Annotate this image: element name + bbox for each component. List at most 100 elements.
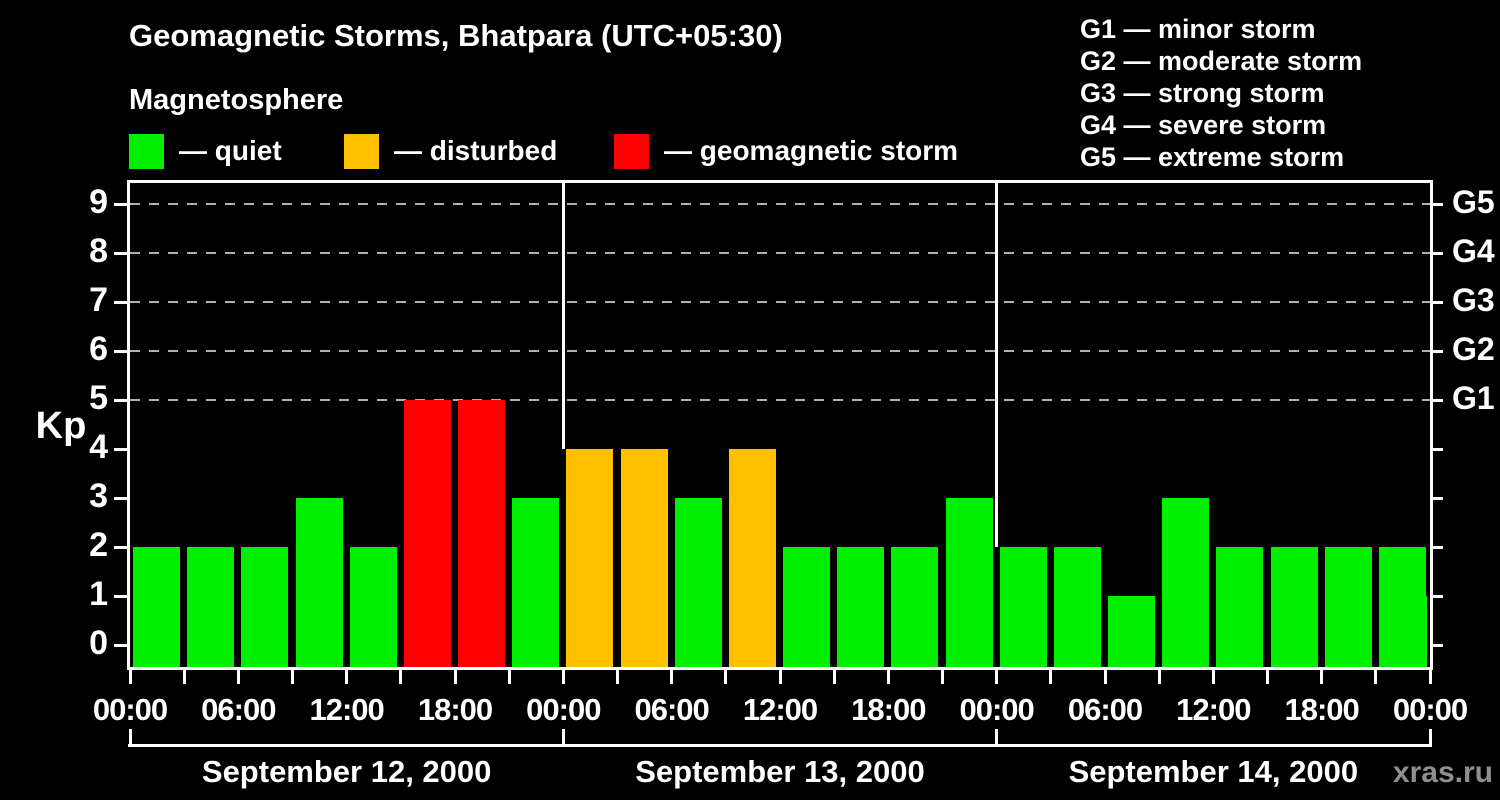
g-scale-label: G1 bbox=[1452, 380, 1495, 416]
kp-bar bbox=[241, 547, 289, 667]
g-axis-tick bbox=[1430, 447, 1443, 451]
g-scale-label: G4 bbox=[1452, 233, 1495, 269]
time-label: 18:00 bbox=[417, 692, 493, 727]
date-bracket-tick bbox=[561, 729, 565, 747]
kp-bar bbox=[295, 498, 343, 667]
y-axis-label: 3 bbox=[89, 477, 108, 515]
kp-bar bbox=[403, 400, 451, 667]
date-bracket-tick bbox=[1428, 729, 1432, 747]
g-scale-label: G2 bbox=[1452, 331, 1495, 367]
time-label: 06:00 bbox=[1067, 692, 1143, 727]
g1-legend-line: G1 — minor storm bbox=[1080, 14, 1316, 44]
y-axis-tick bbox=[114, 447, 127, 451]
plot-clip-region bbox=[130, 183, 1430, 667]
g5-legend-line: G5 — extreme storm bbox=[1080, 142, 1345, 172]
y-axis-label: 8 bbox=[89, 232, 108, 270]
y-axis-tick bbox=[114, 545, 127, 549]
date-label: September 12, 2000 bbox=[201, 754, 492, 789]
date-label: September 13, 2000 bbox=[635, 754, 925, 789]
g-scale-label: G5 bbox=[1452, 184, 1495, 220]
kp-bar bbox=[783, 547, 831, 667]
y-axis-tick bbox=[114, 643, 127, 647]
kp-bar bbox=[349, 547, 397, 667]
y-axis-tick bbox=[114, 349, 127, 353]
kp-bar bbox=[1270, 547, 1318, 667]
g-scale-legend: G1 — minor storm G2 — moderate storm G3 … bbox=[1080, 13, 1362, 173]
time-label: 18:00 bbox=[1284, 692, 1360, 727]
x-axis-tick bbox=[399, 670, 403, 684]
x-axis-tick bbox=[128, 670, 132, 684]
x-axis-tick bbox=[1374, 670, 1378, 684]
x-axis-tick bbox=[670, 670, 674, 684]
date-label: September 14, 2000 bbox=[1068, 754, 1359, 789]
x-axis-tick bbox=[291, 670, 294, 684]
x-axis-tick bbox=[561, 670, 565, 684]
y-axis-tick bbox=[114, 251, 127, 255]
x-axis-tick bbox=[182, 670, 186, 684]
g-level-gridline bbox=[130, 350, 1430, 352]
kp-bar bbox=[837, 547, 885, 667]
kp-bar bbox=[728, 449, 776, 667]
storm-color-swatch bbox=[614, 133, 649, 169]
g-scale-label: G3 bbox=[1452, 282, 1495, 318]
kp-axis-title: Kp bbox=[35, 405, 87, 447]
time-label: 12:00 bbox=[1176, 692, 1251, 727]
disturbed-color-swatch bbox=[344, 133, 379, 169]
plot-area: Kp 0 1 2 3 4 5 6 7 8 9 G1 G2 G3 G4 G5 00:00 06:00 12:00 18… bbox=[36, 180, 1495, 789]
kp-bar bbox=[458, 400, 506, 667]
y-axis-label: 6 bbox=[89, 330, 108, 368]
x-axis-tick bbox=[1428, 670, 1432, 684]
kp-bar bbox=[1108, 596, 1156, 667]
y-axis-label: 7 bbox=[89, 281, 108, 319]
kp-bar bbox=[999, 547, 1047, 667]
g-axis-tick bbox=[1430, 545, 1443, 549]
g-level-gridline bbox=[130, 252, 1430, 254]
x-axis-tick bbox=[724, 670, 728, 684]
date-bracket-tick bbox=[128, 729, 132, 747]
kp-bar-partial bbox=[1414, 596, 1427, 667]
g4-legend-line: G4 — severe storm bbox=[1080, 110, 1327, 140]
y-axis-tick bbox=[114, 496, 127, 500]
kp-bar bbox=[512, 498, 560, 667]
watermark-xras: xras.ru bbox=[1392, 756, 1493, 789]
x-axis-tick bbox=[1103, 670, 1107, 684]
g-axis-tick bbox=[1430, 643, 1443, 647]
g-axis-tick bbox=[1430, 398, 1443, 402]
kp-bar bbox=[1216, 547, 1264, 667]
x-axis-tick bbox=[1157, 670, 1161, 684]
time-label: 06:00 bbox=[201, 692, 276, 727]
g2-legend-line: G2 — moderate storm bbox=[1080, 46, 1363, 76]
time-label: 06:00 bbox=[634, 692, 710, 727]
x-axis-tick bbox=[995, 670, 999, 684]
kp-bar bbox=[674, 498, 722, 667]
magnetosphere-subtitle: Magnetosphere bbox=[129, 84, 344, 116]
time-label: 00:00 bbox=[1392, 692, 1468, 727]
time-label: 00:00 bbox=[526, 692, 601, 727]
x-axis-tick bbox=[1320, 670, 1324, 684]
date-bracket-tick bbox=[995, 729, 999, 747]
day-separator-line bbox=[995, 183, 999, 547]
legend-label: — disturbed bbox=[394, 135, 558, 166]
legend-item-disturbed: — disturbed bbox=[344, 132, 557, 170]
kp-bar bbox=[1053, 547, 1101, 667]
legend-label: — quiet bbox=[179, 135, 282, 166]
g-axis-tick bbox=[1430, 496, 1443, 500]
time-label: 12:00 bbox=[742, 692, 818, 727]
g-axis-tick bbox=[1430, 300, 1443, 304]
chart-title: Geomagnetic Storms, Bhatpara (UTC+05:30) bbox=[129, 18, 783, 53]
g-axis-tick bbox=[1430, 251, 1443, 255]
y-axis-label: 1 bbox=[89, 575, 108, 613]
quiet-color-swatch bbox=[129, 133, 164, 169]
time-label: 00:00 bbox=[92, 692, 168, 727]
g-axis-tick bbox=[1430, 349, 1443, 353]
legend-item-storm: — geomagnetic storm bbox=[614, 132, 958, 170]
g-level-gridline bbox=[130, 301, 1430, 303]
y-axis-tick bbox=[114, 300, 127, 304]
y-axis-label: 5 bbox=[89, 379, 108, 417]
g-level-gridline bbox=[130, 203, 1430, 205]
x-axis-tick bbox=[1049, 670, 1053, 684]
y-axis-tick bbox=[114, 398, 127, 402]
g3-legend-line: G3 — strong storm bbox=[1080, 78, 1325, 108]
x-axis-tick bbox=[616, 670, 619, 684]
